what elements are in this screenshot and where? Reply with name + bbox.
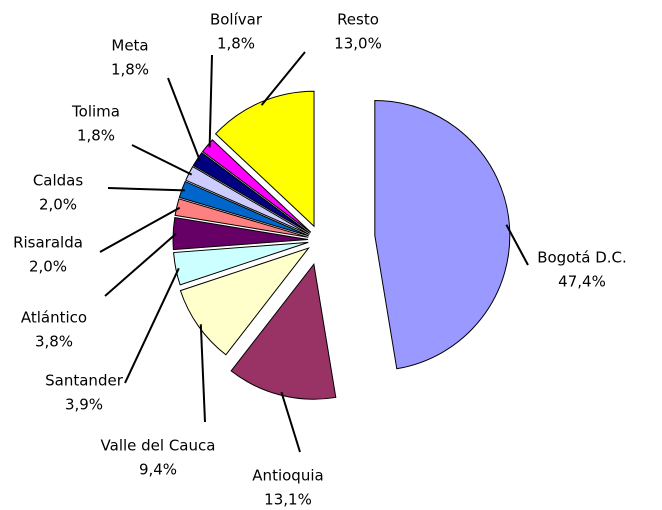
slice-value-label: 1,8% [111, 61, 149, 79]
pie-slice [201, 139, 312, 233]
leader-line [199, 324, 206, 423]
slice-label: Resto [337, 11, 379, 29]
slice-label: Bolívar [210, 11, 263, 29]
slice-label: Valle del Cauca [101, 437, 216, 455]
slice-value-label: 1,8% [217, 35, 255, 53]
leader-line [104, 232, 177, 297]
pie-slice [374, 100, 511, 370]
slice-value-label: 3,8% [35, 333, 73, 351]
leader-line [131, 144, 193, 176]
slice-value-label: 1,8% [77, 127, 115, 145]
pie-slice [214, 90, 315, 228]
slice-label: Risaralda [13, 234, 83, 252]
leader-line [99, 206, 181, 253]
leader-line [167, 77, 201, 161]
slice-value-label: 47,4% [558, 273, 606, 291]
slice-label: Antioquia [252, 467, 323, 485]
slice-value-label: 2,0% [39, 196, 77, 214]
slice-value-label: 3,9% [65, 396, 103, 414]
slice-value-label: 13,1% [264, 491, 312, 509]
slice-value-label: 13,0% [334, 35, 382, 53]
slice-label: Tolima [71, 103, 120, 121]
pie-slice [179, 247, 310, 356]
slice-label: Meta [111, 37, 148, 55]
pie-slice [174, 198, 309, 238]
slice-label: Caldas [33, 172, 84, 190]
pie-slice [192, 151, 311, 234]
pie-slice [230, 263, 337, 400]
slice-value-label: 2,0% [29, 258, 67, 276]
leader-line [107, 187, 185, 192]
slice-label: Atlántico [21, 309, 87, 327]
slice-value-label: 9,4% [139, 461, 177, 479]
leader-line [260, 51, 306, 106]
leader-line [505, 224, 529, 266]
leader-line [208, 54, 213, 148]
slice-label: Bogotá D.C. [537, 249, 627, 267]
pie-slice [173, 241, 309, 286]
slice-label: Santander [45, 372, 124, 390]
leader-line [124, 267, 180, 384]
pie-slice [172, 216, 309, 251]
leader-line [280, 391, 301, 453]
